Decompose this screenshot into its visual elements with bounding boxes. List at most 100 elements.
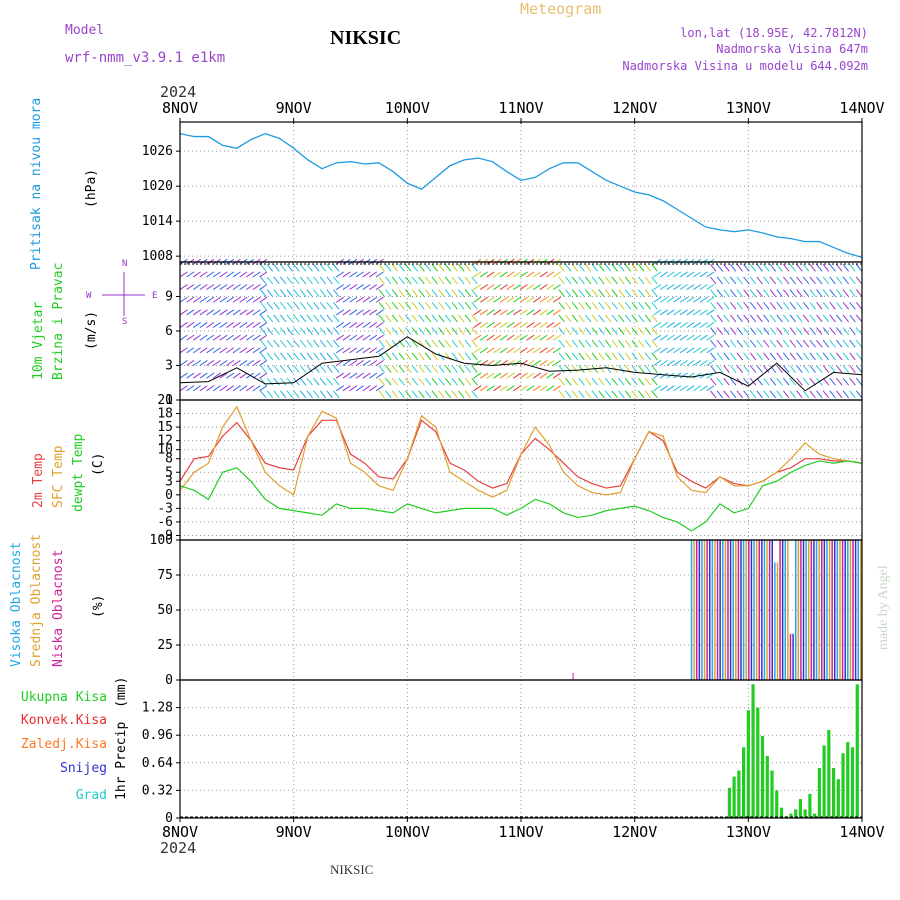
wind-arrow	[405, 365, 412, 373]
wind-arrow	[565, 327, 572, 335]
wind-arrow	[252, 296, 261, 303]
wind-arrow	[659, 296, 668, 303]
wind-arrow	[710, 276, 717, 285]
x-tick-label-bottom: 11NOV	[498, 823, 543, 841]
wind-arrow	[212, 322, 221, 328]
wind-arrow	[789, 289, 796, 297]
wind-arrow	[319, 263, 327, 272]
wind-arrow	[336, 360, 345, 366]
wind-arrow	[604, 377, 612, 386]
wind-arrow	[513, 360, 522, 366]
wind-arrow	[486, 322, 495, 328]
wind-arrow	[809, 276, 816, 285]
cloud-ylabel-2: Srednja Oblacnost	[29, 534, 44, 667]
wind-arrow	[546, 322, 555, 328]
wind-arrow	[631, 339, 638, 348]
wind-arrow	[506, 271, 515, 278]
wind-arrow	[259, 372, 268, 379]
wind-arrow	[411, 289, 419, 297]
wind-arrow	[286, 365, 294, 373]
wind-arrow	[546, 271, 555, 278]
wind-arrow	[699, 296, 708, 303]
wind-arrow	[398, 365, 405, 373]
wind-arrow	[342, 372, 351, 379]
wind-arrow	[486, 372, 495, 379]
x-tick-label-top: 14NOV	[839, 99, 884, 117]
wind-arrow	[513, 309, 522, 316]
wind-arrow	[585, 390, 592, 399]
wind-arrow	[716, 276, 724, 285]
wind-arrow	[493, 284, 502, 291]
wind-arrow	[598, 390, 605, 399]
wind-arrow	[776, 314, 783, 323]
wind-arrow	[375, 372, 384, 379]
wind-arrow	[706, 284, 715, 291]
wind-arrow	[355, 284, 364, 291]
wind-arrow	[743, 352, 750, 361]
wind-arrow	[836, 390, 843, 399]
wind-arrow	[776, 276, 783, 285]
temp-line-1	[179, 405, 863, 498]
y-tick-label: 50	[157, 603, 173, 618]
wind-arrow	[375, 296, 384, 303]
wind-arrow	[266, 339, 274, 348]
wind-arrow	[206, 271, 215, 278]
wind-arrow	[552, 309, 561, 316]
wind-arrow	[252, 385, 261, 392]
wind-arrow	[624, 377, 632, 386]
wind-arrow	[716, 301, 724, 310]
wind-arrow	[679, 284, 688, 291]
model-elevation-text: Nadmorska Visina u modelu 644.092m	[622, 59, 868, 73]
wind-arrow	[693, 347, 702, 354]
wind-arrow	[558, 390, 565, 399]
wind-arrow	[375, 334, 384, 341]
wind-arrow	[651, 276, 658, 285]
wind-arrow	[266, 352, 274, 361]
temp-ylabel-2: SFC Temp	[51, 445, 66, 508]
wind-arrow	[259, 309, 268, 316]
wind-arrow	[829, 377, 836, 386]
wind-arrow	[782, 263, 790, 272]
wind-arrow	[273, 339, 280, 348]
wind-arrow	[816, 365, 823, 373]
wind-arrow	[252, 322, 261, 328]
wind-arrow	[604, 289, 612, 297]
wind-arrow	[849, 377, 856, 386]
wind-arrow	[585, 263, 592, 272]
wind-arrow	[598, 301, 605, 310]
wind-arrow	[829, 263, 836, 272]
wind-ylabel-2: Brzina i Pravac	[51, 263, 66, 380]
wind-arrow	[782, 301, 790, 310]
y-tick-label: 75	[157, 568, 173, 583]
wind-arrow	[653, 347, 662, 354]
wind-arrow	[192, 322, 201, 328]
wind-arrow	[699, 360, 708, 366]
wind-arrow	[212, 271, 221, 278]
wind-arrow	[638, 390, 645, 399]
wind-arrow	[369, 296, 378, 303]
wind-arrow	[644, 377, 652, 386]
wind-arrow	[651, 365, 658, 373]
wind-arrow	[411, 377, 419, 386]
wind-arrow	[618, 314, 625, 323]
wind-arrow	[802, 289, 810, 297]
wind-arrow	[273, 377, 280, 386]
wind-arrow	[816, 314, 823, 323]
wind-arrow	[438, 276, 445, 285]
wind-arrow	[479, 284, 488, 291]
wind-arrow	[769, 263, 777, 272]
wind-arrow	[286, 289, 294, 297]
wind-arrow	[418, 276, 425, 285]
wind-arrow	[464, 289, 472, 297]
wind-arrow	[342, 334, 351, 341]
wind-arrow	[822, 339, 830, 348]
wind-arrow	[796, 352, 803, 361]
wind-arrow	[499, 372, 508, 379]
wind-arrow	[438, 390, 445, 399]
wind-arrow	[273, 365, 280, 373]
wind-arrow	[618, 263, 625, 272]
wind-arrow	[306, 289, 313, 297]
wind-arrow	[666, 309, 675, 316]
wind-arrow	[618, 352, 625, 361]
